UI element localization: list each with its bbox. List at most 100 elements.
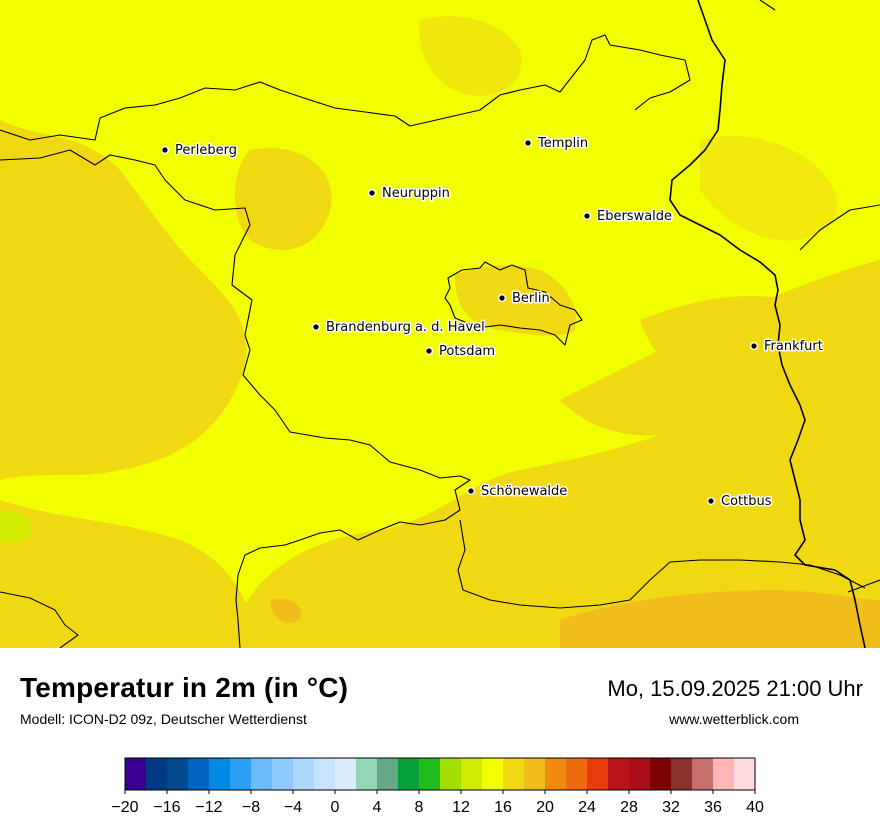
warm-area-southwest xyxy=(0,500,260,648)
colorbar-segment xyxy=(461,758,483,790)
border-southwest-corner xyxy=(0,591,79,648)
colorbar-segment xyxy=(272,758,294,790)
colorbar-tick-label: 12 xyxy=(452,799,470,816)
colorbar-tick-label: −12 xyxy=(195,799,222,816)
colorbar-segment xyxy=(146,758,168,790)
colorbar-segment xyxy=(125,758,147,790)
colorbar-segment xyxy=(713,758,735,790)
colorbar-segment xyxy=(419,758,441,790)
colorbar-tick-label: 20 xyxy=(536,799,554,816)
colorbar-segment xyxy=(671,758,693,790)
city-marker: Schönewalde xyxy=(466,483,569,501)
warm-area-east xyxy=(640,296,805,391)
colorbar-segment xyxy=(251,758,273,790)
city-dot xyxy=(582,211,592,221)
city-label: Cottbus xyxy=(721,494,772,509)
border-north-east-segment xyxy=(759,0,776,11)
city-label: Brandenburg a. d. Havel xyxy=(326,320,485,335)
warm-area-northeast xyxy=(700,136,838,241)
city-label: Eberswalde xyxy=(597,209,672,224)
colorbar-segment xyxy=(377,758,399,790)
city-marker: Templin xyxy=(523,135,590,153)
website-link[interactable]: www.wetterblick.com xyxy=(669,711,799,727)
colorbar-segment xyxy=(209,758,231,790)
model-info: Modell: ICON-D2 09z, Deutscher Wetterdie… xyxy=(20,711,307,727)
forecast-datetime: Mo, 15.09.2025 21:00 Uhr xyxy=(607,676,863,701)
city-dot xyxy=(367,188,377,198)
map-title: Temperatur in 2m (in °C) xyxy=(20,672,349,703)
city-dot xyxy=(160,145,170,155)
city-dot xyxy=(749,341,759,351)
temperature-colorbar: −20 −16 −12 −8 −4 0 4 8 12 16 20 24 28 32 36 40 xyxy=(111,757,764,816)
city-dot xyxy=(311,322,321,332)
country-border-poland xyxy=(669,0,866,648)
state-border-north xyxy=(0,34,691,141)
city-dot xyxy=(497,293,507,303)
colorbar-tick-label: 16 xyxy=(494,799,512,816)
border-east xyxy=(799,204,880,251)
colorbar-segment xyxy=(167,758,189,790)
state-border-south xyxy=(457,519,866,609)
city-dot xyxy=(466,486,476,496)
colorbar-tick-label: 24 xyxy=(578,799,596,816)
colorbar-segment xyxy=(587,758,609,790)
colorbar-segment xyxy=(524,758,546,790)
colorbar-segment xyxy=(440,758,462,790)
warmest-area-spot xyxy=(270,598,301,624)
colorbar-segment xyxy=(188,758,210,790)
warm-area-west xyxy=(0,120,247,480)
berlin-border xyxy=(444,261,583,346)
colorbar-tick-label: −4 xyxy=(284,799,302,816)
city-label: Frankfurt xyxy=(764,339,823,354)
colorbar-segment xyxy=(314,758,336,790)
colorbar-tick-label: −20 xyxy=(111,799,138,816)
city-marker: Eberswalde xyxy=(582,208,674,226)
city-marker: Brandenburg a. d. Havel xyxy=(311,319,486,337)
city-markers: Perleberg Templin Neuruppin Eberswalde Berli… xyxy=(160,135,824,511)
city-label: Templin xyxy=(537,136,588,151)
city-label: Schönewalde xyxy=(481,484,567,499)
colorbar-segment xyxy=(293,758,315,790)
legend-footer: Temperatur in 2m (in °C) Modell: ICON-D2… xyxy=(0,648,880,830)
city-marker: Neuruppin xyxy=(367,185,451,203)
borders xyxy=(0,0,880,648)
warmest-temperature-areas xyxy=(270,590,880,648)
city-label: Neuruppin xyxy=(382,186,450,201)
warmest-area-south xyxy=(560,590,880,648)
city-marker: Cottbus xyxy=(706,493,773,511)
warm-area-north xyxy=(419,16,522,96)
colorbar-tick-label: −16 xyxy=(153,799,180,816)
colorbar-frame xyxy=(124,757,756,791)
colorbar-segment xyxy=(629,758,651,790)
colorbar-segment xyxy=(230,758,252,790)
colorbar-segment xyxy=(608,758,630,790)
colorbar-segment xyxy=(356,758,378,790)
city-marker: Frankfurt xyxy=(749,338,824,356)
warm-area-berlin xyxy=(455,265,576,336)
temperature-map: Perleberg Templin Neuruppin Eberswalde Berli… xyxy=(0,0,880,648)
colorbar-segment xyxy=(650,758,672,790)
cool-green-spot xyxy=(0,510,32,543)
colorbar-tick-label: 28 xyxy=(620,799,638,816)
state-border-west xyxy=(0,149,471,648)
warm-area-northwest xyxy=(235,148,332,250)
colorbar-tick-label: 40 xyxy=(746,799,764,816)
city-marker: Berlin xyxy=(497,290,551,308)
city-label: Berlin xyxy=(512,291,550,306)
colorbar-segment xyxy=(545,758,567,790)
warm-temperature-areas xyxy=(0,16,880,648)
colorbar-segment xyxy=(398,758,420,790)
city-label: Perleberg xyxy=(175,143,237,158)
colorbar-tick-label: 4 xyxy=(373,799,382,816)
colorbar-tick-label: −8 xyxy=(242,799,260,816)
city-marker: Potsdam xyxy=(424,343,497,361)
city-dot xyxy=(523,138,533,148)
city-dot xyxy=(424,346,434,356)
colorbar-segment xyxy=(335,758,357,790)
city-marker: Perleberg xyxy=(160,142,238,160)
colorbar-segment xyxy=(503,758,525,790)
city-label: Potsdam xyxy=(439,344,495,359)
colorbar-segment xyxy=(566,758,588,790)
colorbar-segment xyxy=(482,758,504,790)
colorbar-segment xyxy=(734,758,756,790)
